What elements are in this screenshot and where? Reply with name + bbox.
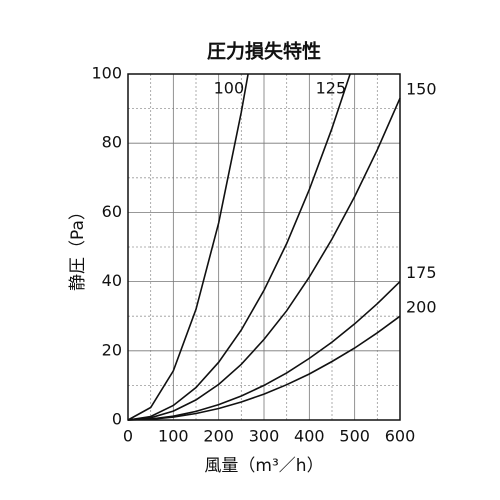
x-tick-label: 200 xyxy=(203,427,234,446)
y-tick-label: 20 xyxy=(102,340,122,359)
x-tick-label: 0 xyxy=(123,427,133,446)
plot-frame xyxy=(127,73,401,421)
x-tick-label: 500 xyxy=(339,427,370,446)
x-tick-label: 300 xyxy=(249,427,280,446)
curve xyxy=(127,315,401,421)
y-tick-label: 100 xyxy=(91,64,122,83)
x-tick-label: 600 xyxy=(385,427,416,446)
y-axis-label: 静圧（Pa） xyxy=(68,203,88,291)
legend-label: 125 xyxy=(316,79,347,98)
y-tick-label: 80 xyxy=(102,133,122,152)
x-axis-label: 風量（m³／h） xyxy=(204,456,323,476)
y-tick-label: 40 xyxy=(102,271,122,290)
legend-label: 200 xyxy=(406,298,437,317)
legend-label: 100 xyxy=(214,79,245,98)
curve xyxy=(127,73,351,421)
y-tick-label: 0 xyxy=(112,410,122,429)
legend-label: 150 xyxy=(406,80,437,99)
curve xyxy=(127,97,401,421)
y-tick-label: 60 xyxy=(102,202,122,221)
chart-title: 圧力損失特性 xyxy=(207,40,321,63)
x-tick-label: 100 xyxy=(158,427,189,446)
legend-label: 175 xyxy=(406,263,437,282)
x-tick-label: 400 xyxy=(294,427,325,446)
curve xyxy=(127,281,401,421)
curve xyxy=(127,73,249,421)
